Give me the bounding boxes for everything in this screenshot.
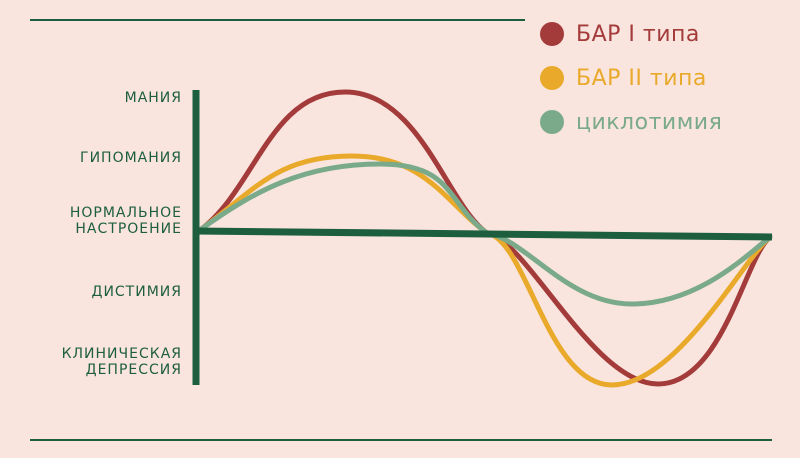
level-label-mania: мания bbox=[124, 90, 182, 106]
legend-dot-cyclothymia bbox=[540, 110, 564, 134]
level-label-normal: нормальное настроение bbox=[69, 205, 182, 237]
legend-item-bar1: БАР I типа bbox=[540, 12, 722, 56]
level-label-depression: клиническая депрессия bbox=[61, 346, 182, 378]
legend-label-bar2: БАР II типа bbox=[576, 65, 707, 91]
legend: БАР I типа БАР II типа циклотимия bbox=[540, 12, 722, 144]
legend-item-bar2: БАР II типа bbox=[540, 56, 722, 100]
legend-item-cyclothymia: циклотимия bbox=[540, 100, 722, 144]
curve-bar2 bbox=[197, 153, 773, 388]
level-label-dysthymia: дистимия bbox=[91, 284, 182, 300]
x-axis-baseline bbox=[195, 227, 773, 241]
legend-label-bar1: БАР I типа bbox=[576, 21, 700, 47]
legend-dot-bar2 bbox=[540, 66, 564, 90]
legend-label-cyclothymia: циклотимия bbox=[576, 109, 723, 135]
legend-dot-bar1 bbox=[540, 22, 564, 46]
level-label-hypomania: гипомания bbox=[80, 150, 182, 166]
